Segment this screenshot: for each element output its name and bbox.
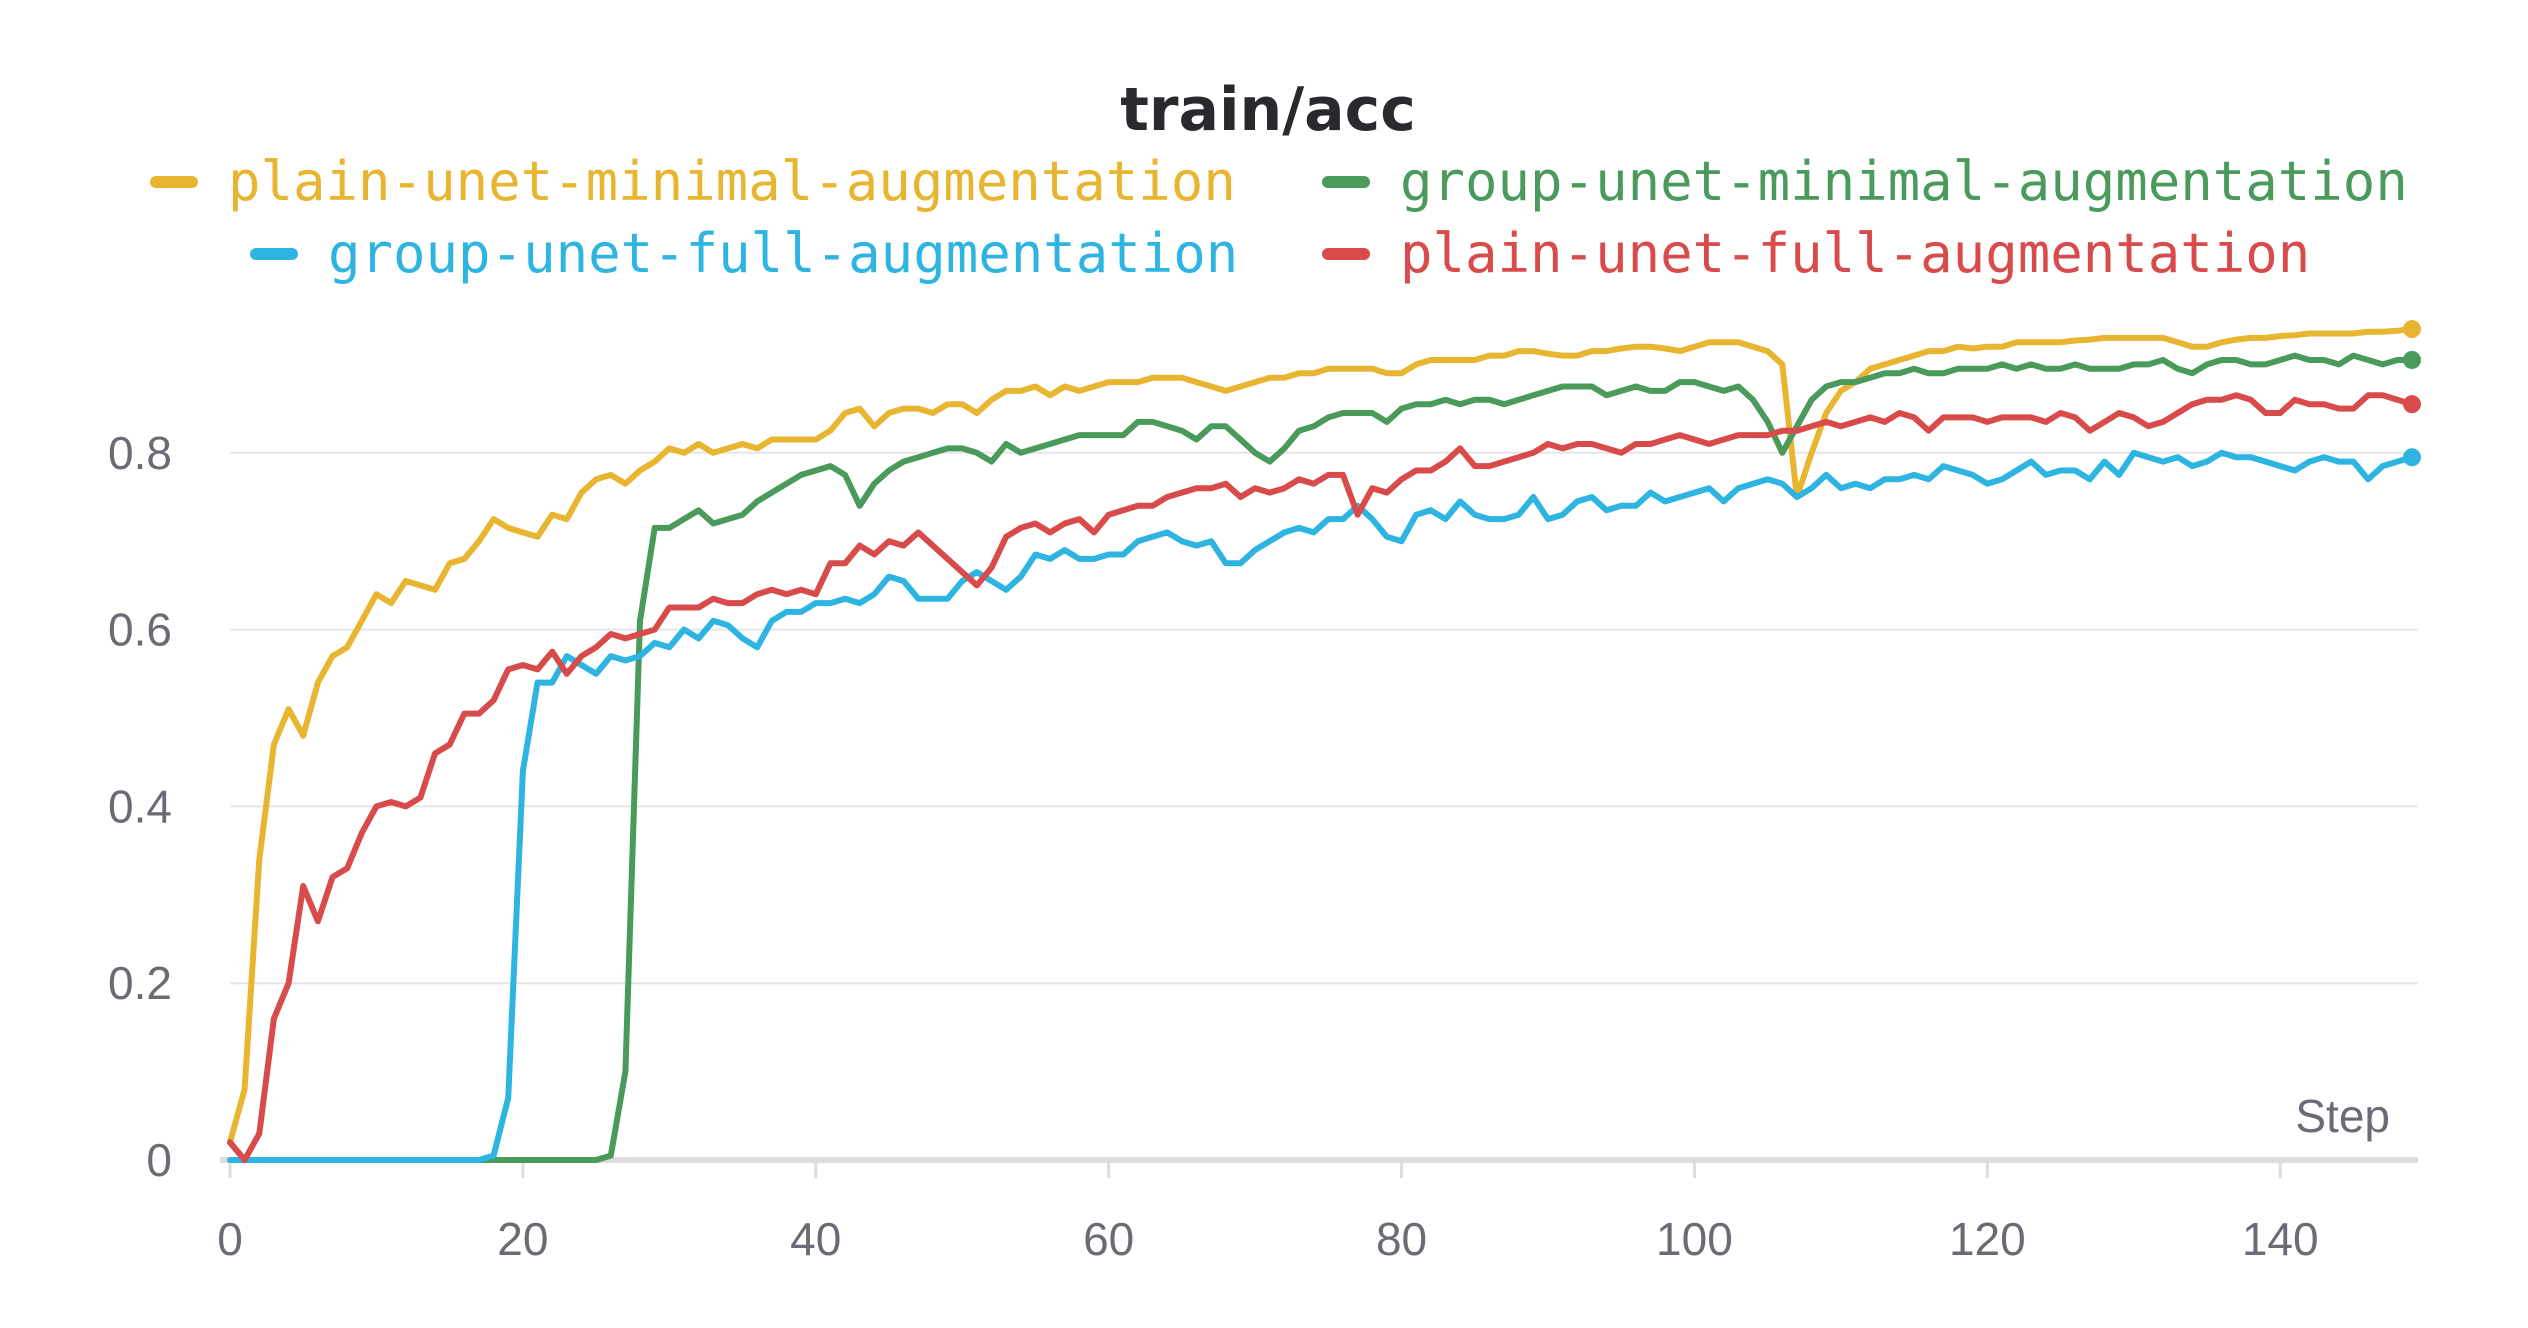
legend-swatch — [250, 248, 298, 260]
y-tick-label: 0.8 — [108, 427, 172, 479]
legend-label[interactable]: plain-unet-full-augmentation — [1400, 222, 2310, 285]
x-tick-label: 100 — [1656, 1213, 1733, 1265]
x-tick-label: 0 — [217, 1213, 243, 1265]
gridlines — [230, 451, 2418, 985]
series-line-group-unet-minimal-augmentation — [227, 352, 2415, 1163]
legend-swatch — [150, 176, 198, 188]
x-tick-label: 80 — [1376, 1213, 1427, 1265]
series-end-point — [2403, 448, 2421, 467]
legend-label[interactable]: group-unet-full-augmentation — [328, 222, 1238, 285]
series-lines — [227, 320, 2421, 1163]
series-end-point — [2403, 395, 2421, 414]
series-end-point — [2403, 350, 2421, 369]
y-tick-label: 0.2 — [108, 957, 172, 1009]
x-tick-label: 40 — [790, 1213, 841, 1265]
x-tick-label: 20 — [497, 1213, 548, 1265]
y-tick-label: 0.6 — [108, 604, 172, 656]
legend-swatch — [1322, 248, 1370, 260]
legend-label[interactable]: plain-unet-minimal-augmentation — [228, 150, 1236, 213]
x-tick-label: 120 — [1949, 1213, 2026, 1265]
y-tick-label: 0.4 — [108, 780, 172, 832]
y-axis-ticks: 0 0.2 0.4 0.6 0.8 — [108, 427, 172, 1186]
series-line-plain-unet-minimal-augmentation — [227, 326, 2415, 1146]
legend: plain-unet-minimal-augmentation group-une… — [150, 150, 2408, 285]
series-end-point — [2403, 320, 2421, 339]
x-tick-label: 60 — [1083, 1213, 1134, 1265]
x-axis-label: Step — [2295, 1090, 2390, 1142]
y-tick-label: 0 — [146, 1134, 172, 1186]
chart-title: train/acc — [1120, 75, 1416, 145]
x-axis: 0 20 40 60 80 100 120 140 — [217, 1157, 2418, 1265]
series-line-group-unet-full-augmentation — [227, 449, 2415, 1163]
x-tick-label: 140 — [2242, 1213, 2319, 1265]
series-line-plain-unet-full-augmentation — [227, 392, 2415, 1163]
legend-swatch — [1322, 176, 1370, 188]
legend-label[interactable]: group-unet-minimal-augmentation — [1400, 150, 2408, 213]
